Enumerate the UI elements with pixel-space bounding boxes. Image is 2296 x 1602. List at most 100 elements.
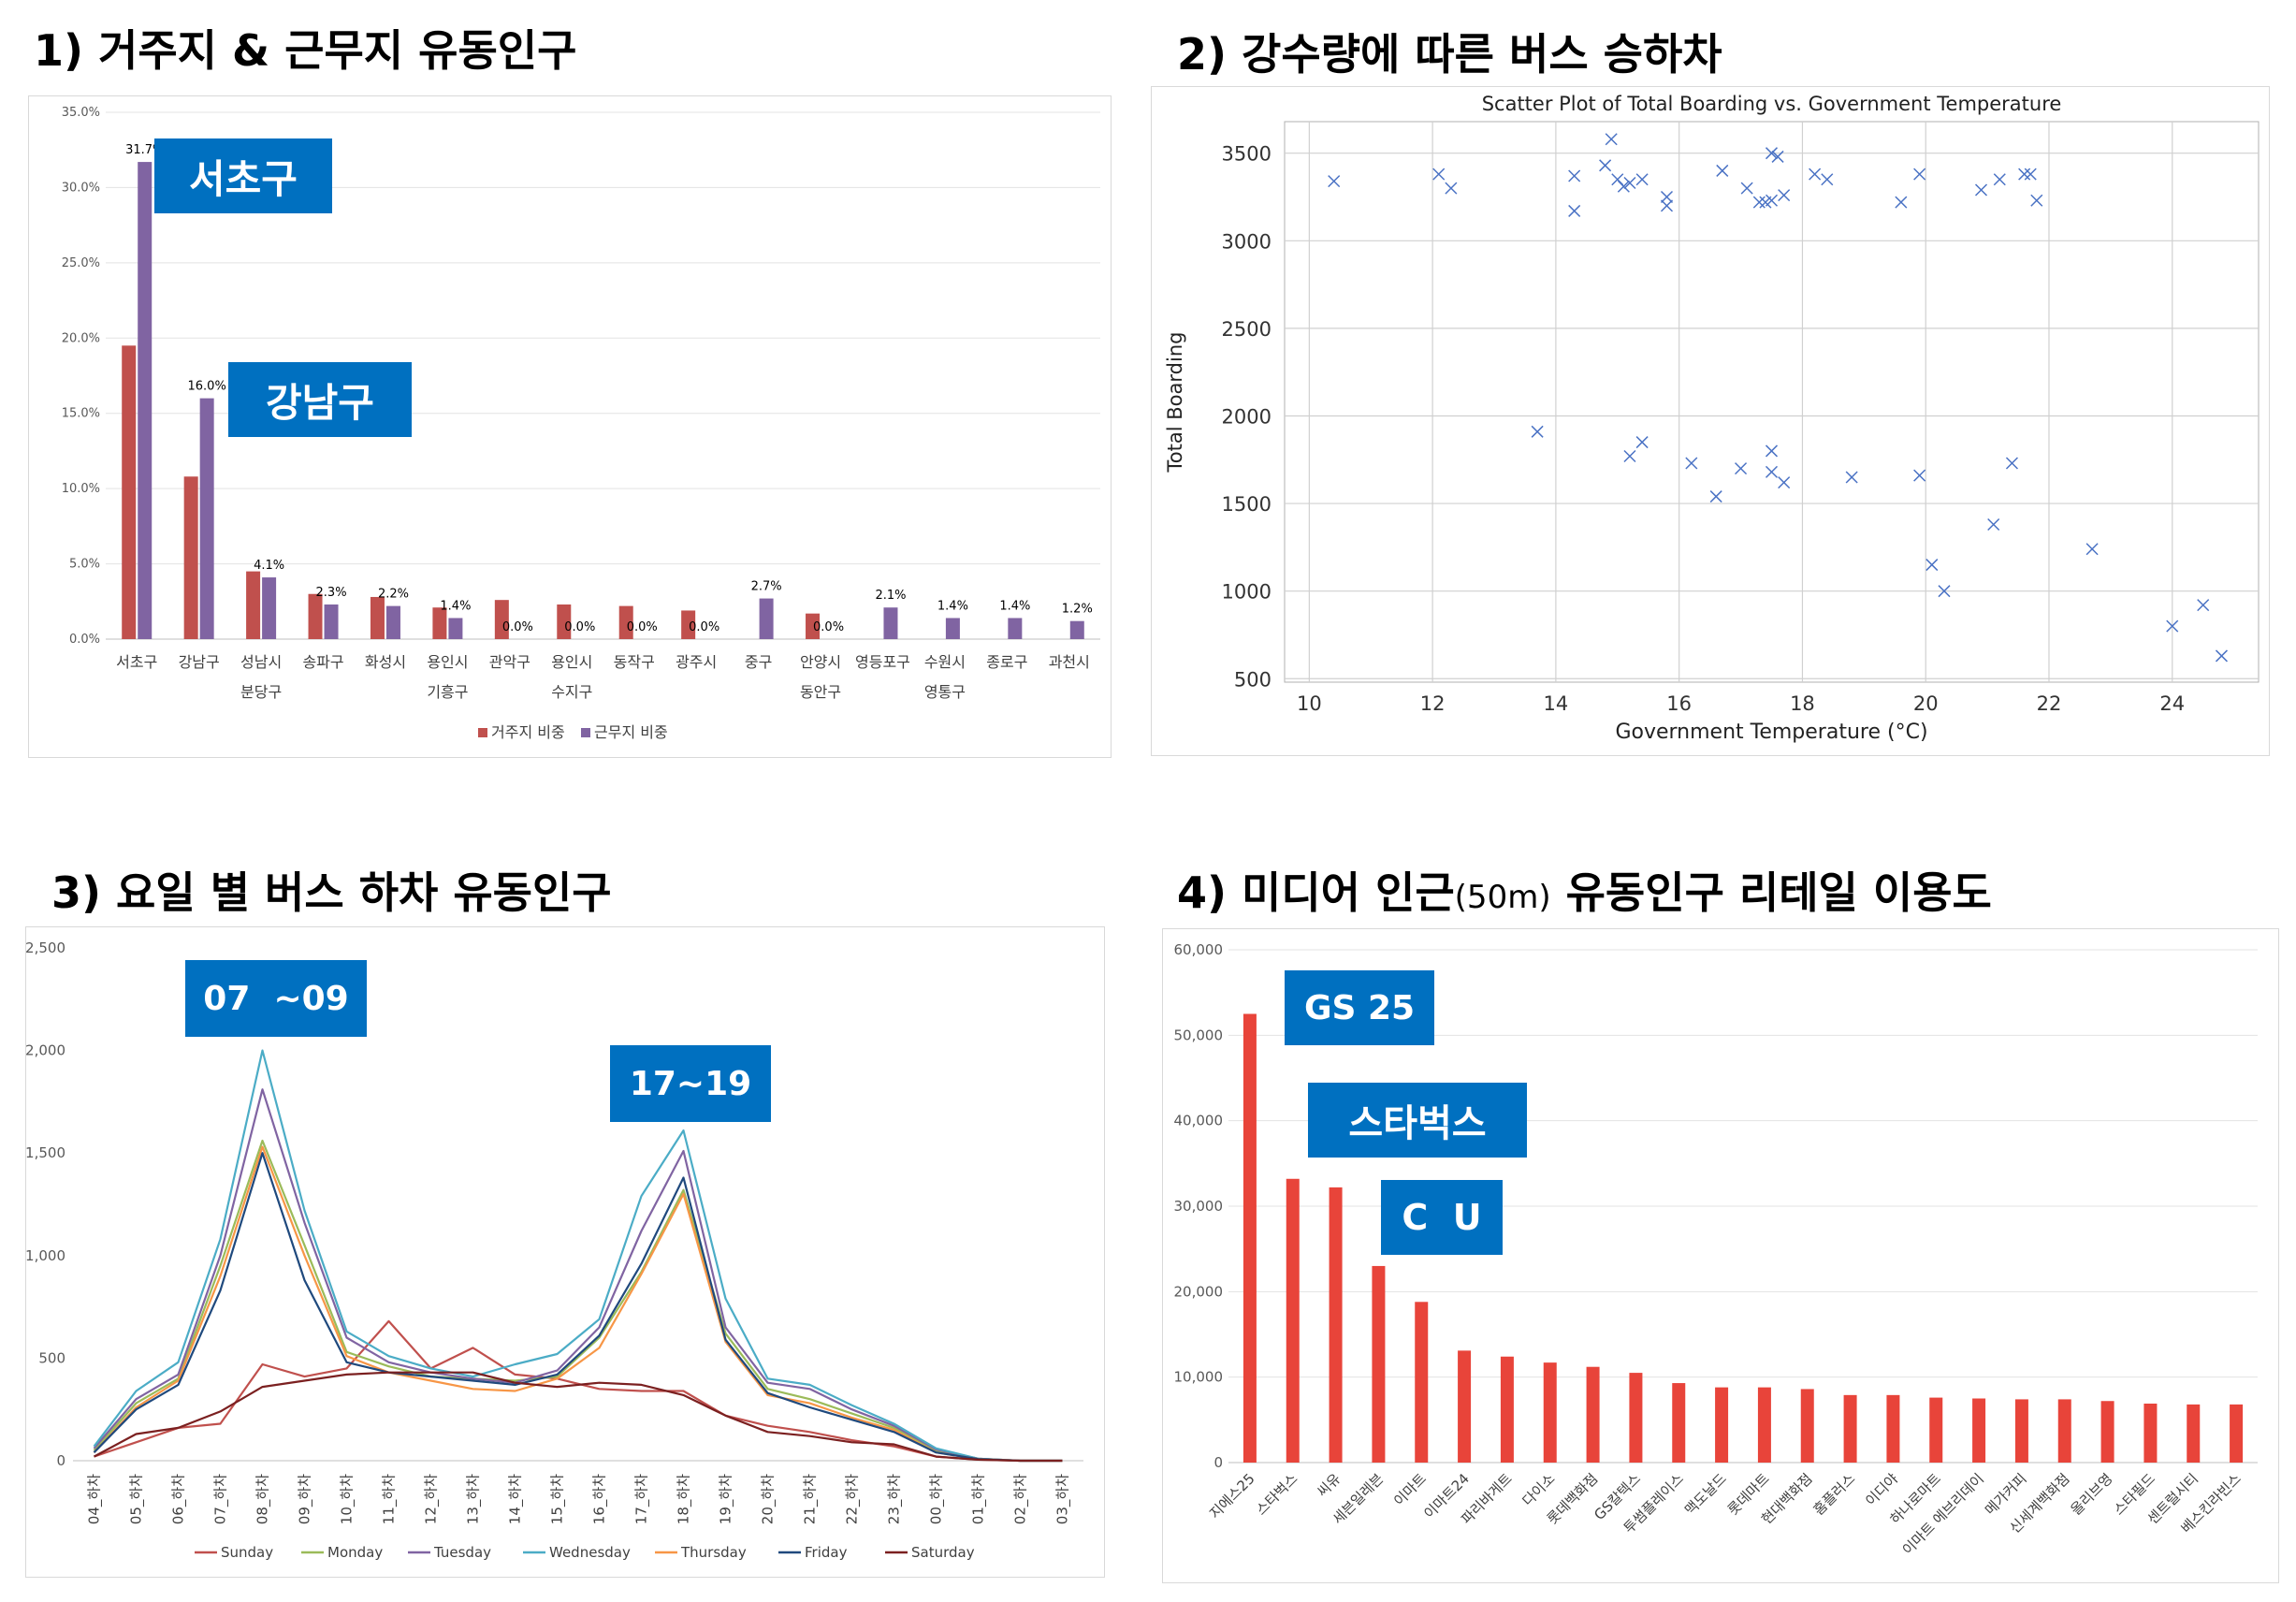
chart1-xtick-label: 광주시: [676, 653, 717, 671]
chart1-bar: [1069, 620, 1084, 639]
chart1-data-label: 0.0%: [813, 620, 844, 634]
chart3-xtick-label: 13_하차: [465, 1474, 483, 1524]
callout-starbucks: 스타벅스: [1308, 1083, 1527, 1158]
chart1-xtick-label: 관악구: [489, 653, 530, 671]
chart3-xtick-label: 15_하차: [549, 1474, 567, 1524]
chart1-xtick-label: 화성시: [365, 653, 406, 671]
callout-evening-peak: 17~19: [610, 1045, 771, 1122]
chart2-point: [1531, 425, 1544, 438]
section1-title-text: 거주지 & 근무지 유동인구: [98, 25, 577, 76]
chart2-ytick-label: 2000: [1222, 405, 1272, 428]
chart3-xtick-label: 03_하차: [1054, 1474, 1072, 1524]
chart3-xtick-label: 09_하차: [297, 1474, 314, 1524]
chart2-xtick-label: 18: [1790, 692, 1815, 715]
chart4-svg: 0 10,000 20,000 30,000 40,000 50,000 60,000 지에스…: [1174, 941, 2258, 1558]
chart4-bar: [1672, 1383, 1686, 1463]
chart1-data-label: 1.4%: [440, 599, 471, 613]
chart1-xtick-label: 송파구: [302, 653, 343, 671]
chart2-point: [1716, 164, 1729, 177]
section4-title-text-a: 미디어 인근: [1242, 867, 1455, 918]
chart1-xtick-label: 용인시: [551, 653, 592, 671]
chart1-bar: [618, 605, 633, 639]
chart1-data-label: 4.1%: [254, 559, 284, 573]
chart1-xtick-label: 동작구: [614, 653, 655, 671]
chart2-point: [1568, 169, 1581, 182]
section4-title-sub: (50m): [1454, 879, 1551, 916]
chart3-xtick-label: 21_하차: [802, 1474, 820, 1524]
chart4-xtick-label: 이마트 에브리데이: [1899, 1470, 1987, 1558]
chart1-bar: [806, 613, 821, 639]
chart4-bar: [1458, 1350, 1472, 1463]
chart1-data-label: 2.7%: [751, 580, 782, 594]
chart4-bar: [2230, 1404, 2244, 1463]
chart1-data-label: 16.0%: [188, 380, 226, 394]
chart2-point: [1993, 173, 2006, 186]
chart1-bar: [370, 596, 385, 639]
chart1-bar: [883, 607, 898, 639]
chart3-xtick-label: 17_하차: [633, 1474, 651, 1524]
chart3-xtick-label: 22_하차: [844, 1474, 862, 1524]
section2-title: 2) 강수량에 따른 버스 승하차: [1177, 21, 1722, 82]
chart1-xtick-label: 과천시: [1049, 653, 1090, 671]
chart1-bar: [945, 618, 960, 639]
chart1-data-label: 0.0%: [627, 620, 658, 634]
chart1-bar: [432, 607, 447, 639]
chart3-xtick-label: 00_하차: [928, 1474, 946, 1524]
chart3-xtick-label: 11_하차: [381, 1474, 399, 1524]
chart2-point: [1845, 471, 1858, 484]
chart2-point: [1974, 183, 1988, 197]
chart4-bar: [2143, 1403, 2158, 1463]
chart1-ytick-label: 15.0%: [62, 407, 100, 421]
chart2-point: [1765, 444, 1779, 458]
chart4-bar: [1843, 1394, 1857, 1463]
chart2-point: [1913, 167, 1926, 181]
chart4-bar: [1372, 1265, 1386, 1463]
chart1-xtick-label: 강남구: [179, 653, 220, 671]
chart3-xtick-label: 14_하차: [507, 1474, 525, 1524]
chart4-bar: [1886, 1394, 1900, 1463]
chart4-xtick-label: 홈플러스: [1810, 1470, 1859, 1519]
chart2-point: [1709, 490, 1722, 503]
chart3-xtick-label: 02_하차: [1012, 1474, 1030, 1524]
chart2-point: [1660, 190, 1674, 204]
chart3-xtick-label: 01_하차: [970, 1474, 988, 1524]
chart4-ytick-label: 40,000: [1174, 1113, 1224, 1129]
chart1-legend-label: 근무지 비중: [594, 723, 668, 741]
chart1-bar: [324, 604, 339, 639]
chart1-bar: [385, 605, 400, 639]
chart4-bar: [1586, 1366, 1600, 1463]
chart2-point: [1771, 150, 1784, 163]
chart3-ytick-label: 2,000: [26, 1042, 65, 1059]
chart3-ytick-label: 500: [38, 1349, 65, 1366]
chart4-bar: [1800, 1389, 1814, 1463]
chart2-point: [1809, 167, 1822, 181]
callout-gangnam: 강남구: [228, 362, 412, 437]
chart1-ytick-label: 0.0%: [69, 633, 100, 647]
chart2-point: [2018, 167, 2031, 181]
chart2-point: [1617, 180, 1630, 193]
chart2-point: [1685, 457, 1698, 470]
chart4-xtick-label: 지에스25: [1206, 1470, 1258, 1522]
chart1-bar: [262, 577, 277, 639]
chart3-xtick-label: 20_하차: [760, 1474, 777, 1524]
chart2-point: [1740, 182, 1753, 195]
section4-title-text-b: 유동인구 리테일 이용도: [1565, 867, 1992, 918]
chart4-ytick-label: 10,000: [1174, 1369, 1224, 1386]
chart2-point: [1765, 465, 1779, 478]
chart2-point: [1987, 518, 2000, 532]
chart2-plot-frame: [1284, 121, 2260, 683]
chart2-xtick-label: 16: [1666, 692, 1692, 715]
chart2-point: [1938, 585, 1951, 598]
section1-number: 1): [34, 25, 84, 76]
chart4-xtick-label: 다이소: [1519, 1470, 1559, 1509]
chart2-title: Scatter Plot of Total Boarding vs. Gover…: [1482, 93, 2062, 115]
chart2-ytick-label: 2500: [1222, 318, 1272, 341]
chart1-xtick-label: 성남시: [240, 653, 282, 671]
chart3-legend-label: Saturday: [911, 1544, 975, 1561]
chart3-ytick-label: 1,500: [26, 1144, 65, 1161]
chart2-xtick-label: 14: [1544, 692, 1569, 715]
chart4-xtick-label: 이디야: [1862, 1470, 1901, 1509]
chart4-bar: [1757, 1387, 1771, 1463]
section3-number: 3): [51, 867, 102, 918]
chart1-ytick-label: 30.0%: [62, 181, 100, 195]
